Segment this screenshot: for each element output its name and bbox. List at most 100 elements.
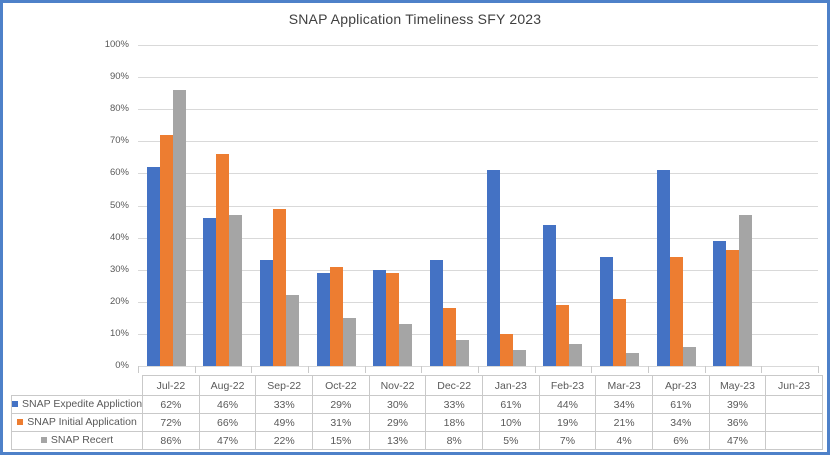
x-axis-tick [648,366,649,373]
month-header-cell: Jul-22 [142,375,200,396]
category-group [195,45,252,366]
value-cell: 6% [651,431,710,450]
value-cell: 86% [142,431,200,450]
category-group [138,45,195,366]
bar [260,260,274,366]
y-axis-label: 60% [109,167,129,179]
bar [273,208,287,366]
category-group [761,45,818,366]
category-group [591,45,648,366]
series-label: SNAP Recert [50,434,114,447]
value-cell [765,395,823,414]
table-row: SNAP Initial Application 72% 66% 49% 31% 29% 1… [10,413,823,432]
x-axis-tick [364,366,366,373]
value-cell [765,431,823,450]
bar [626,353,640,366]
y-axis-label: 40% [109,231,129,243]
legend-marker-blue [12,400,18,407]
bar [216,154,230,366]
bar [613,298,627,366]
gridline [138,333,818,335]
bar [499,333,513,366]
category-group [648,45,705,366]
category-group [421,45,478,366]
value-cell: 34% [595,395,653,414]
data-table: Jul-22 Aug-22 Sep-22 Oct-22 Nov-22 Dec-22 Jan-… [10,375,823,450]
value-cell: 34% [651,413,710,432]
value-cell: 47% [198,431,257,450]
category-group [251,45,308,366]
bar [443,308,457,366]
value-cell: 61% [651,395,710,414]
value-cell: 31% [312,413,370,432]
month-header-cell: Feb-23 [538,375,597,396]
y-axis: 0% 10% 20% 30% 40% 50% 60% 70% 80% 90% 100% [3,40,129,371]
value-cell: 13% [368,431,427,450]
value-cell: 22% [255,431,314,450]
chart-title: SNAP Application Timeliness SFY 2023 [288,11,542,27]
category-group [535,45,592,366]
category-group [308,45,365,366]
bar [286,295,300,366]
bar [172,89,186,366]
gridline [138,45,818,46]
month-header-cell: Sep-22 [255,375,314,396]
bar [600,256,614,366]
y-axis-label: 20% [109,295,129,307]
value-cell: 62% [142,395,200,414]
value-cell: 19% [538,413,597,432]
x-axis-tick [761,366,763,373]
bar [146,166,160,366]
bar [512,349,526,366]
legend-cell: SNAP Expedite Appliction [10,395,144,414]
value-cell: 61% [482,395,540,414]
bar [430,260,444,366]
value-cell: 46% [198,395,257,414]
bar [203,218,217,366]
gridline [138,205,818,207]
bar [739,215,753,366]
bar [342,317,356,366]
x-axis-tick [704,366,706,373]
value-cell: 29% [312,395,370,414]
value-cell: 39% [708,395,767,414]
bar [329,266,343,366]
value-cell: 5% [482,431,540,450]
month-header-cell: Jun-23 [765,375,823,396]
gridline [138,173,818,175]
category-group [705,45,762,366]
x-axis-tick [478,366,479,373]
category-group [365,45,422,366]
bar [713,240,727,366]
legend-marker-orange [17,418,24,425]
y-axis-label: 10% [109,327,129,339]
bar [316,272,330,366]
bar [682,346,696,366]
bar [486,170,500,366]
legend-cell: SNAP Recert [10,431,144,450]
series-label: SNAP Expedite Appliction [22,398,143,411]
y-axis-label: 0% [115,360,129,371]
value-cell: 47% [708,431,767,450]
table-row: SNAP Recert 86% 47% 22% 15% 13% 8% 5% 7% 4% 6% 47% [10,431,823,450]
legend-marker-gray [40,436,47,443]
month-header-cell: Dec-22 [425,375,483,396]
value-cell: 29% [368,413,427,432]
month-header-cell: Nov-22 [368,375,427,396]
table-header-row: Jul-22 Aug-22 Sep-22 Oct-22 Nov-22 Dec-22 Jan-… [12,375,823,396]
bar [543,224,557,366]
value-cell: 44% [538,395,597,414]
bar [569,343,583,366]
x-axis-tick [308,366,309,373]
value-cell: 7% [538,431,597,450]
bar [669,256,683,366]
value-cell: 36% [708,413,767,432]
legend-cell: SNAP Initial Application [10,413,144,432]
bar [556,305,570,366]
month-header-cell: Oct-22 [312,375,370,396]
value-cell [765,413,823,432]
x-axis-tick [818,366,819,373]
value-cell: 4% [595,431,653,450]
table-row: SNAP Expedite Appliction 62% 46% 33% 29% 30% 3… [10,395,823,414]
